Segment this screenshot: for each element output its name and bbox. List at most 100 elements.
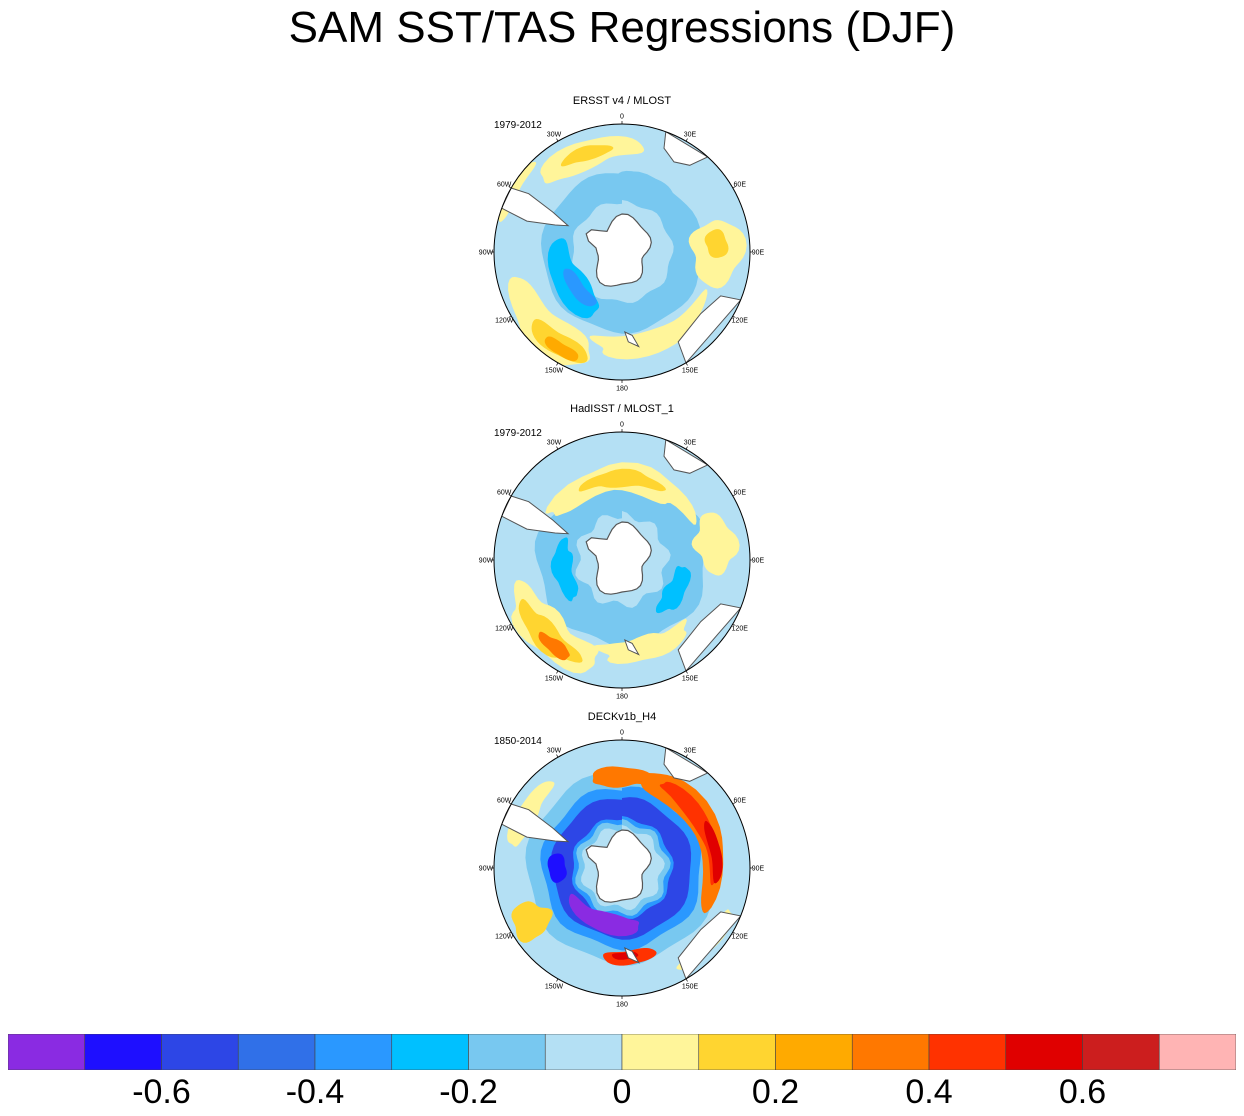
longitude-label: 150W [545,983,564,990]
map-panel-ersst: 0 30E 60E 90E 120E 150E 180 150W 120W 90W 60W 30W E… [468,95,776,395]
contour-region [547,853,567,883]
contour-region [650,505,682,542]
map-panel-deck: 0 30E 60E 90E 120E 150E 180 150W 120W 90W 60W 30W D… [468,711,776,1011]
longitude-label: 60W [497,490,512,497]
antarctica [585,521,652,595]
antarctica [585,213,652,287]
contour-region [704,820,723,884]
longitude-tick [556,978,559,982]
contour-region [592,766,656,788]
colorbar-swatch [621,1034,700,1070]
landmass [623,947,640,964]
contour-region [655,565,691,614]
longitude-label: 30W [547,748,562,755]
contour-ring [551,797,692,940]
longitude-tick [556,446,559,450]
longitude-label: 60E [734,182,747,189]
longitude-label: 30E [684,132,697,139]
contour-region [511,901,553,943]
colorbar-tick-label: -0.6 [132,1073,191,1111]
longitude-tick [556,138,559,142]
polar-map-hadisst: 0 30E 60E 90E 120E 150E 180 150W 120W 90W 60W 30W [479,422,765,701]
longitude-label: 90W [479,558,494,565]
longitude-label: 90E [752,866,765,873]
colorbar-tick-label: 0.6 [1058,1073,1107,1111]
longitude-label: 150W [545,367,564,374]
longitude-label: 150E [682,675,699,682]
longitude-tick [685,138,688,142]
landmass [663,438,709,474]
contour-region [518,598,583,663]
panel-title: ERSST v4 / MLOST [572,95,672,107]
contour-region [568,893,640,937]
landmass [623,639,640,656]
longitude-tick [732,931,736,934]
longitude-tick [732,802,736,805]
longitude-tick [685,978,688,982]
longitude-label: 120E [732,934,749,941]
colorbar-swatch [1082,1034,1160,1070]
longitude-tick [732,623,736,626]
longitude-label: 150W [545,675,564,682]
longitude-tick [685,446,688,450]
longitude-label: 60W [497,182,512,189]
contour-region [594,618,687,664]
longitude-label: 60W [497,798,512,805]
longitude-label: 150E [682,367,699,374]
longitude-label: 150E [682,983,699,990]
longitude-label: 90E [752,558,765,565]
colorbar-swatch [698,1034,776,1070]
longitude-tick [508,494,512,497]
longitude-tick [508,186,512,189]
colorbar-swatch [314,1034,393,1070]
longitude-tick [685,670,688,674]
colorbar [8,1034,1236,1070]
colorbar-swatch [928,1034,1007,1070]
colorbar-swatch [161,1034,239,1070]
landmass [677,295,742,364]
longitude-label: 60E [734,490,747,497]
colorbar-tick-label: -0.4 [285,1073,345,1111]
landmass [663,746,709,782]
colorbar-swatch [468,1034,546,1070]
map-panel-hadisst: 0 30E 60E 90E 120E 150E 180 150W 120W 90W 60W 30W H… [468,403,776,703]
contour-region [550,537,579,602]
contour-region [538,631,570,661]
longitude-tick [685,754,688,758]
colorbar-swatch [84,1034,162,1070]
longitude-tick [732,315,736,318]
longitude-label: 0 [620,730,624,737]
contour-region [617,170,675,203]
longitude-label: 90W [479,250,494,257]
longitude-label: 120E [732,318,749,325]
colorbar-swatch [851,1034,930,1070]
antarctica [585,829,652,903]
longitude-label: 30E [684,748,697,755]
longitude-label: 180 [616,1002,628,1009]
longitude-label: 180 [616,386,628,393]
longitude-label: 120W [495,318,514,325]
polar-map-deck: 0 30E 60E 90E 120E 150E 180 150W 120W 90W 60W 30W [479,730,765,1009]
colorbar-swatch [8,1034,86,1070]
contour-region [563,268,597,307]
colorbar-swatch [391,1034,469,1070]
longitude-label: 30W [547,132,562,139]
longitude-tick [508,315,512,318]
longitude-tick [685,362,688,366]
panel-title: DECKv1b_H4 [587,711,657,723]
longitude-tick [732,494,736,497]
panel-period: 1979-2012 [494,120,542,131]
colorbar-swatch [1158,1034,1236,1070]
longitude-label: 90E [752,250,765,257]
landmass [501,187,570,227]
landmass [501,803,570,843]
longitude-tick [508,931,512,934]
landmass [677,603,742,672]
longitude-label: 90W [479,866,494,873]
colorbar-swatch [237,1034,316,1070]
colorbar-swatch [544,1034,623,1070]
panel-period: 1979-2012 [494,428,542,439]
longitude-label: 30E [684,440,697,447]
figure-title: SAM SST/TAS Regressions (DJF) [288,3,956,52]
panel-title: HadISST / MLOST_1 [570,403,674,415]
